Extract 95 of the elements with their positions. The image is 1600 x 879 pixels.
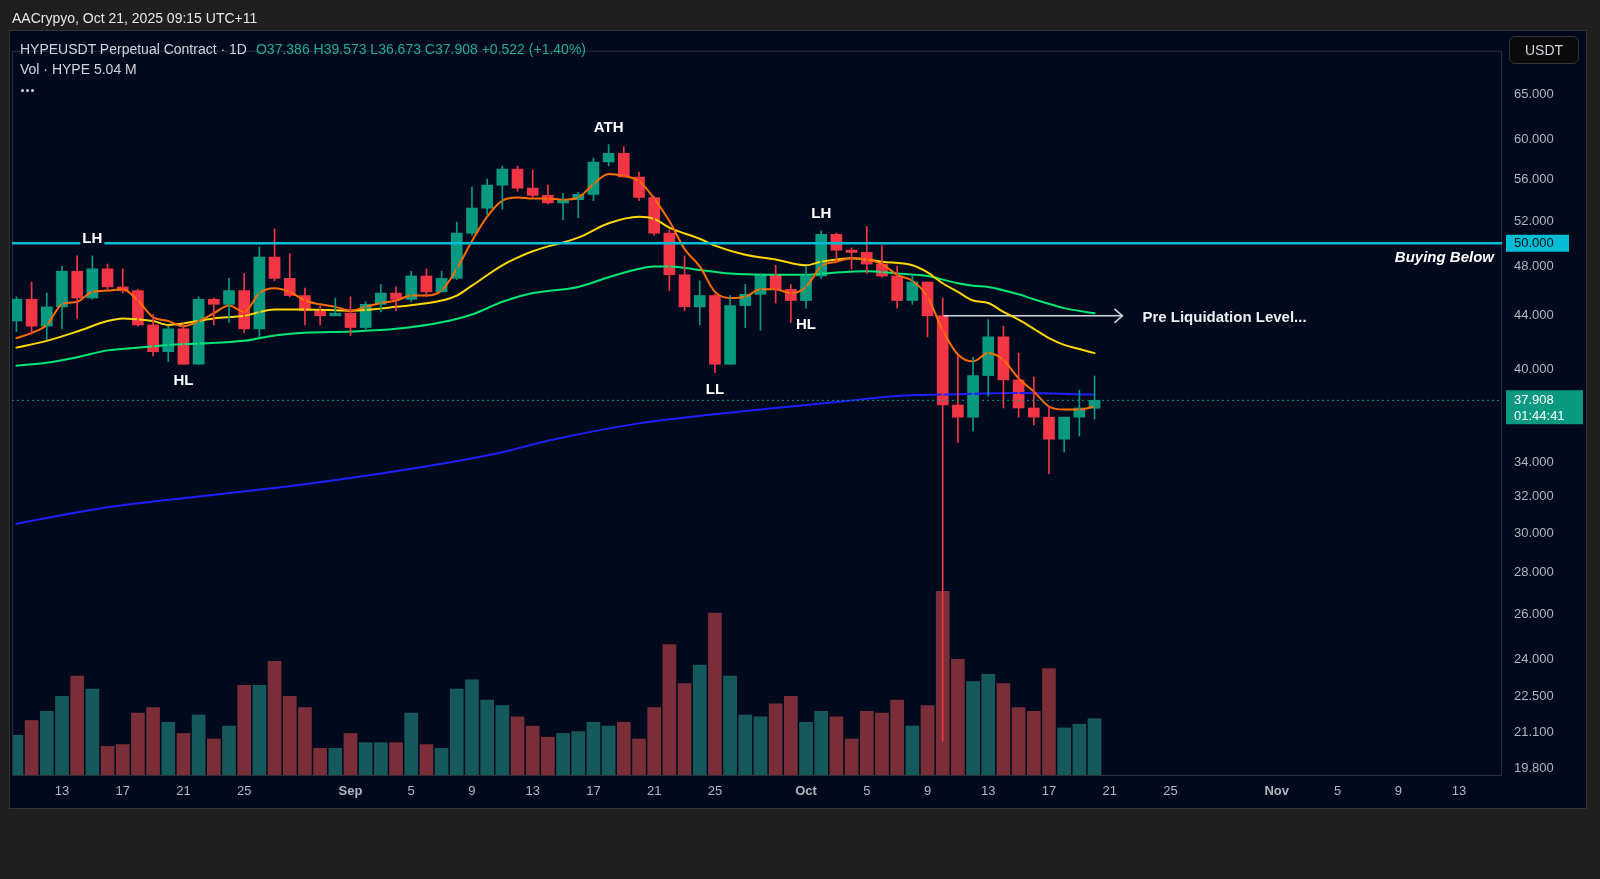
y-tick-label: 22.500 [1514,687,1554,703]
x-tick-label: 9 [468,783,476,799]
bar [389,742,403,776]
bar [601,725,616,776]
x-tick-label: 9 [1394,783,1402,799]
bar [419,744,434,776]
y-tick-label: 44.000 [1514,307,1554,323]
bar [677,683,692,776]
y-tick-label: 19.800 [1514,760,1554,776]
annotation: LH [811,204,832,222]
bar [662,644,677,776]
x-tick-label: 25 [236,783,252,799]
bar [784,696,798,776]
y-tick-label: 56.000 [1514,170,1554,186]
bar [1011,707,1026,776]
y-tick-label: 60.000 [1514,131,1554,147]
y-tick-label: 37.908 [1514,391,1554,407]
line-series [15,265,1096,367]
x-tick-label: 17 [1041,783,1057,799]
bar [434,747,449,776]
x-tick-label: 25 [1163,783,1178,799]
bar [1072,723,1087,776]
x-tick-label: Oct [795,783,818,799]
ref-line-label: Buying Below [1394,248,1496,266]
y-tick-label: 50.000 [1514,234,1554,250]
bar [191,714,206,776]
y-tick-label: 34.000 [1514,453,1554,469]
bar [24,720,39,776]
bar [222,725,236,776]
x-tick-label: Sep [338,783,363,799]
annotation: LL [705,379,725,397]
y-tick-label: 48.000 [1514,258,1554,274]
x-tick-label: 5 [863,783,871,799]
x-tick-label: 21 [646,783,662,799]
bar [252,685,267,776]
bar [510,716,525,776]
x-tick-label: 25 [707,783,723,799]
x-tick-label: 21 [1102,783,1117,799]
series-label: Pre Liquidation Level... [1142,307,1307,325]
x-tick-label: 17 [586,783,601,799]
bar [905,725,920,776]
annotation: HL [173,371,194,389]
bar [267,660,282,776]
bar [920,705,935,776]
x-tick-label: 13 [981,783,996,799]
x-tick-label: 9 [923,783,932,799]
x-tick-label: 21 [176,783,191,799]
annotation: ATH [593,117,624,135]
bar [343,733,358,776]
y-tick-label: 65.000 [1514,86,1554,102]
y-tick-label: 30.000 [1514,524,1554,540]
bar [844,738,859,776]
bar [495,705,510,776]
x-tick-label: 13 [525,783,540,799]
line-series [15,392,1096,525]
bar [404,712,419,776]
y-tick-label: 28.000 [1514,563,1554,579]
x-tick-label: Nov [1264,783,1290,799]
text: 01:44:41 [1514,407,1565,423]
annotation: LH [82,229,103,247]
bar [100,746,115,776]
text: AACrypyo, Oct 21, 2025 09:15 UTC+11 [12,9,258,27]
y-tick-label: 52.000 [1514,212,1554,228]
bar [176,733,191,776]
bar [207,738,221,776]
bar [328,747,343,776]
y-axis-title: USDT [1509,36,1579,64]
y-tick-label: 26.000 [1514,605,1554,621]
bar [70,675,84,776]
x-tick-label: 17 [115,783,130,799]
bar [708,612,722,776]
bar [1057,727,1071,776]
x-tick-label: 13 [1451,783,1467,799]
x-tick-label: 5 [407,783,415,799]
y-tick-label: 40.000 [1514,361,1554,377]
candlestick [208,297,220,326]
bar [768,703,783,776]
bar [1087,718,1102,776]
bar [829,716,844,776]
bar [85,688,100,776]
bar [692,664,707,776]
chart-title: HYPEUSDT Perpetual Contract · 1D [20,40,247,59]
x-tick-label: 5 [1333,783,1342,799]
annotation: Vol · HYPE 5.04 M [20,60,137,79]
y-tick-label: 24.000 [1514,651,1554,667]
y-tick-label: 21.100 [1514,724,1554,740]
bar [753,716,768,776]
bar [161,722,176,776]
annotation: HL [796,315,817,333]
chart-subtitle: O37.386 H39.573 L36.673 C37.908 +0.522 (+1.40%) [255,40,586,59]
y-tick-label: 32.000 [1514,488,1554,504]
x-tick-label: 13 [54,783,70,799]
bar [237,685,252,776]
bar [586,722,601,776]
bar [996,683,1011,776]
